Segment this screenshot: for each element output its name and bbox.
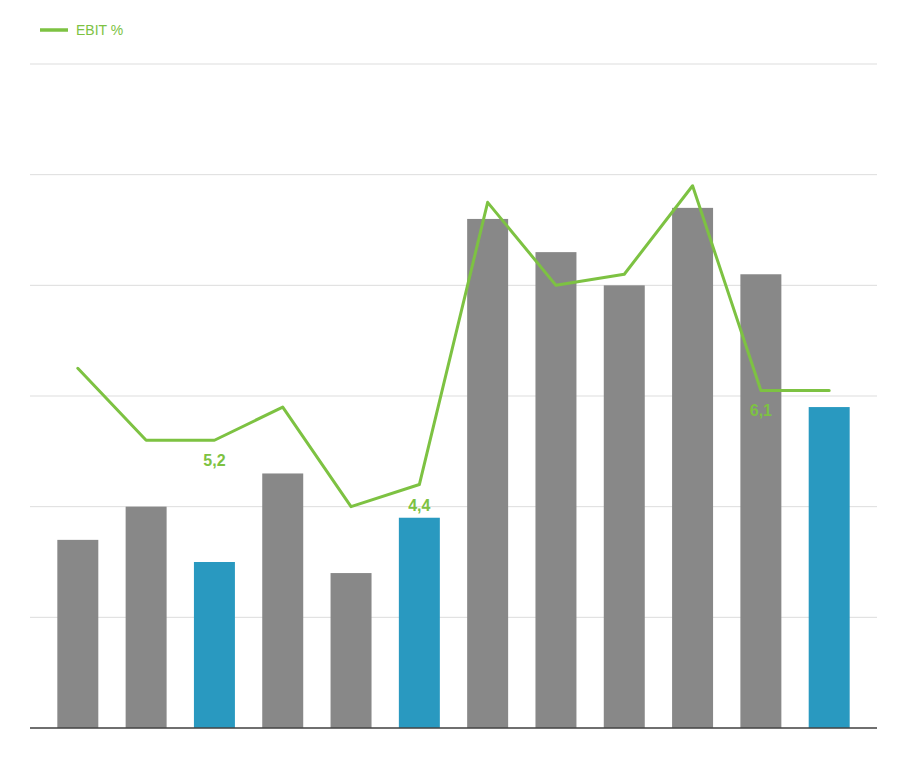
grid: [30, 64, 877, 728]
bar: [535, 252, 576, 728]
data-label: 5,2: [203, 452, 225, 469]
bar: [740, 274, 781, 728]
bar: [194, 562, 235, 728]
data-label: 6,1: [750, 402, 772, 419]
data-label: 4,4: [408, 497, 430, 514]
bar: [399, 518, 440, 728]
bar: [467, 219, 508, 728]
legend: EBIT %: [40, 22, 123, 38]
chart: 5,2 4,4 6,1 EBIT %: [0, 0, 907, 758]
bar: [331, 573, 372, 728]
line: [78, 186, 829, 507]
bar: [262, 473, 303, 728]
legend-swatch: [40, 28, 68, 32]
bar: [57, 540, 98, 728]
grid-line: [30, 728, 877, 729]
bar: [604, 285, 645, 728]
marks: [57, 186, 849, 728]
grid-line: [30, 64, 877, 65]
bar: [126, 507, 167, 728]
bar: [672, 208, 713, 728]
legend-label: EBIT %: [76, 22, 123, 38]
page: {"chart_data": {"type": "bar", "categori…: [0, 0, 907, 758]
grid-line: [30, 174, 877, 175]
bar: [809, 407, 850, 728]
labels: 5,2 4,4 6,1: [203, 402, 772, 513]
x-axis-line: [30, 727, 877, 729]
